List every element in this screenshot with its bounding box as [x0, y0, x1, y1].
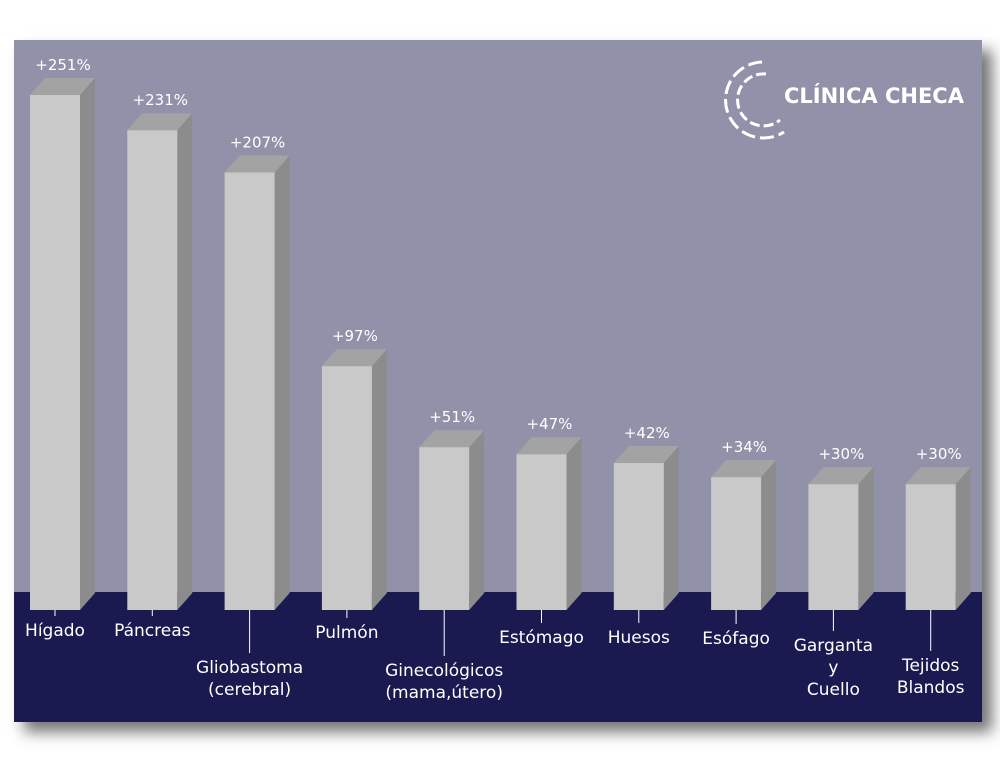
bar-front [321, 366, 372, 610]
x-tick-label: Huesos [607, 628, 670, 648]
bar-top [419, 430, 485, 448]
chart: CLÍNICA CHECA +251% +231% +207% +97% +51% +47… [14, 40, 982, 722]
bar-side [663, 446, 679, 610]
bar-side [177, 113, 193, 611]
value-label: +97% [332, 327, 378, 345]
bar-front [30, 95, 80, 610]
bar-front [613, 463, 664, 610]
bar [127, 113, 193, 611]
value-label: +30% [916, 445, 962, 463]
bar-front [516, 454, 567, 610]
chart-frame: CLÍNICA CHECA +251% +231% +207% +97% +51% +47… [14, 40, 982, 722]
bar-top [905, 467, 971, 485]
bar [905, 467, 971, 610]
value-label: +251% [35, 56, 90, 74]
logo-text: CLÍNICA CHECA [784, 83, 965, 108]
x-tick-label: Garganta y Cuello [793, 636, 874, 700]
value-label: +47% [527, 415, 573, 433]
bar-side [274, 155, 290, 611]
x-tick-label: Tejidos Blandos [896, 656, 965, 698]
x-tick-label: Esófago [702, 629, 770, 649]
x-tick-label: Pulmón [315, 623, 379, 643]
logo-arc [724, 60, 785, 140]
x-tick-label: Hígado [25, 621, 85, 641]
value-label: +42% [624, 424, 670, 442]
bar [516, 437, 582, 610]
bar-side [371, 349, 387, 610]
bar-side [469, 430, 485, 610]
bar [30, 78, 95, 610]
bar [419, 430, 485, 610]
bar [321, 349, 387, 610]
value-label: +51% [429, 408, 475, 426]
x-tick-label: Gliobastoma (cerebral) [196, 658, 304, 700]
bar-front [905, 484, 956, 610]
bar-top [127, 113, 193, 131]
logo-arc [736, 72, 781, 128]
bar-side [566, 437, 582, 610]
bar-side [955, 467, 971, 610]
bar [224, 155, 290, 611]
bar-top [224, 155, 290, 173]
value-label: +30% [818, 445, 864, 463]
bar-top [30, 78, 95, 95]
bar-front [419, 447, 470, 610]
bar-top [711, 460, 777, 478]
x-tick-label: Estómago [499, 628, 584, 648]
bar [808, 467, 874, 610]
x-tick-label: Ginecológicos (mama,útero) [385, 661, 504, 703]
bar-front [808, 484, 859, 610]
bar-side [80, 78, 95, 610]
bar-top [321, 349, 387, 367]
x-tick-label: Páncreas [114, 621, 191, 641]
bar-front [224, 172, 275, 611]
bar-front [127, 130, 178, 610]
bar-side [761, 460, 777, 610]
value-label: +34% [721, 438, 767, 456]
value-label: +231% [133, 91, 188, 109]
bar-top [613, 446, 679, 464]
bar-top [516, 437, 582, 455]
bar [711, 460, 777, 610]
bar-side [858, 467, 874, 610]
value-label: +207% [230, 133, 285, 151]
lower-background [14, 592, 982, 722]
bar [613, 446, 679, 610]
bar-top [808, 467, 874, 485]
logo [724, 60, 785, 140]
bar-front [711, 477, 762, 610]
